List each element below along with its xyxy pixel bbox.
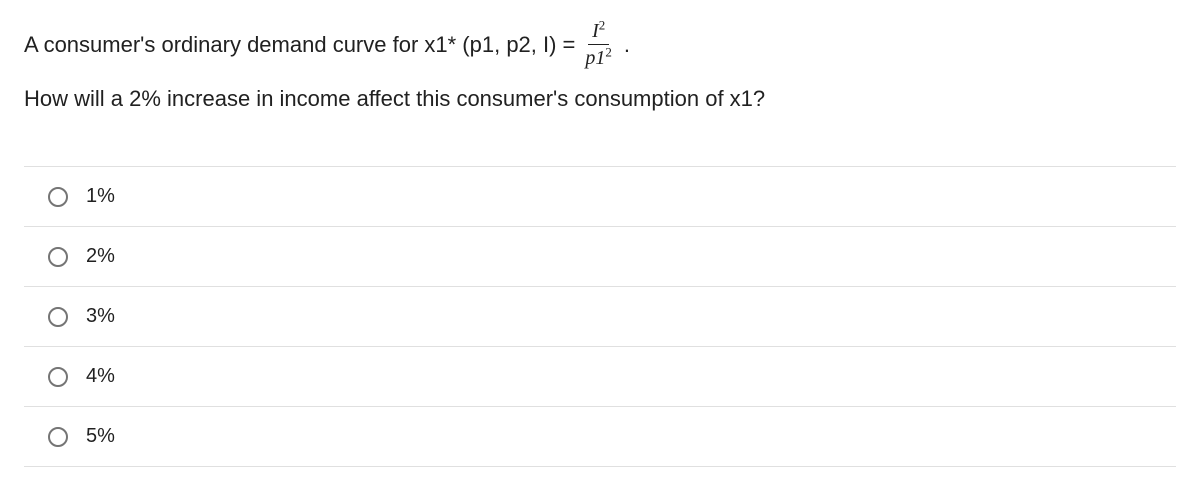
options-list: 1% 2% 3% 4% 5% [24, 166, 1176, 467]
den-exp: 2 [605, 44, 612, 59]
fraction-denominator: p12 [581, 45, 616, 69]
num-exp: 2 [599, 17, 606, 32]
question-prefix: A consumer's ordinary demand curve for x… [24, 27, 575, 62]
radio-icon[interactable] [48, 247, 68, 267]
option-label: 1% [86, 185, 115, 208]
option-row[interactable]: 1% [24, 166, 1176, 226]
question-line-2: How will a 2% increase in income affect … [24, 81, 1176, 116]
question-text: A consumer's ordinary demand curve for x… [24, 20, 1176, 116]
option-row[interactable]: 4% [24, 346, 1176, 406]
fraction-numerator: I2 [588, 20, 609, 45]
question-suffix: . [624, 27, 630, 62]
radio-icon[interactable] [48, 307, 68, 327]
option-label: 2% [86, 245, 115, 268]
option-label: 5% [86, 425, 115, 448]
option-row[interactable]: 3% [24, 286, 1176, 346]
option-row[interactable]: 5% [24, 406, 1176, 467]
den-base: p1 [585, 47, 605, 69]
option-row[interactable]: 2% [24, 226, 1176, 286]
question-line-1: A consumer's ordinary demand curve for x… [24, 20, 1176, 69]
formula-fraction: I2 p12 [581, 20, 616, 69]
num-base: I [592, 20, 599, 42]
option-label: 3% [86, 305, 115, 328]
option-label: 4% [86, 365, 115, 388]
radio-icon[interactable] [48, 187, 68, 207]
radio-icon[interactable] [48, 427, 68, 447]
radio-icon[interactable] [48, 367, 68, 387]
